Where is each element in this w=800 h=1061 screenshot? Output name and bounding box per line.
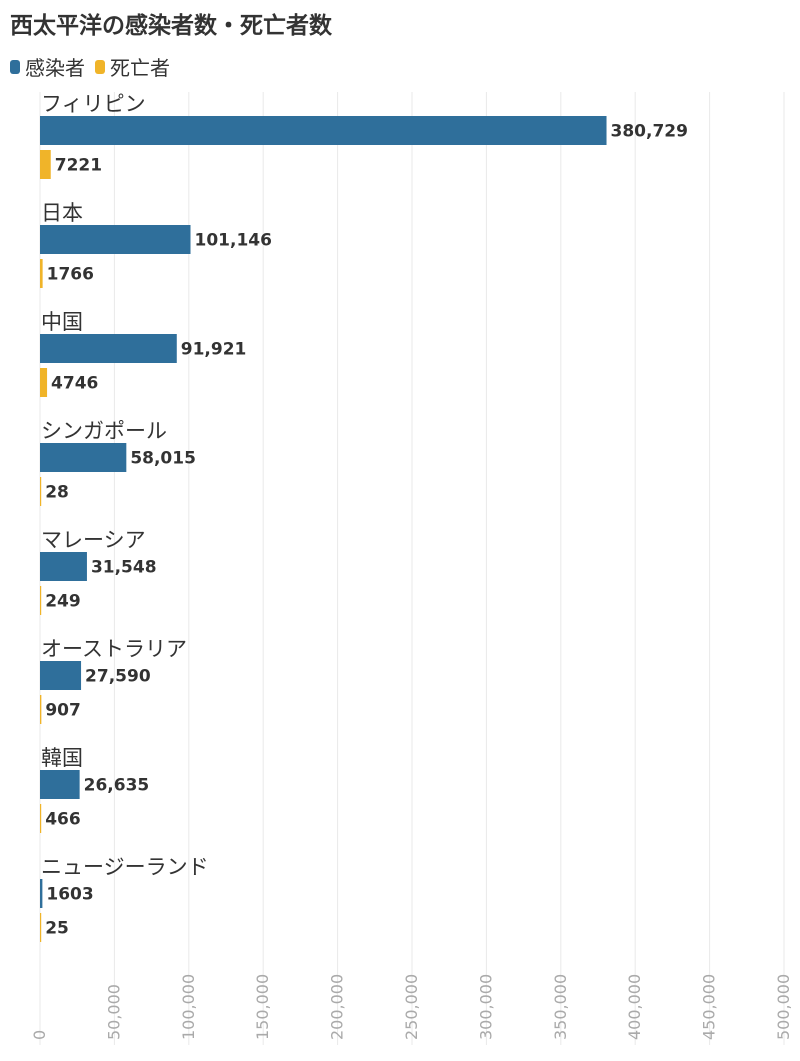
- category-label: フィリピン: [41, 92, 146, 116]
- bar-cases: [40, 116, 607, 145]
- bar-cases: [40, 661, 82, 690]
- legend-entry-deaths[interactable]: 死亡者: [95, 52, 170, 81]
- value-label-cases: 27,590: [85, 667, 151, 687]
- bar-deaths: [40, 804, 42, 833]
- category-label: 中国: [41, 310, 83, 334]
- value-label-cases: 1603: [46, 885, 93, 905]
- value-label-cases: 31,548: [91, 558, 157, 578]
- x-tick-label: 0: [30, 1030, 49, 1040]
- value-label-cases: 26,635: [84, 776, 150, 796]
- value-label-cases: 58,015: [130, 449, 196, 469]
- x-tick-label: 300,000: [476, 974, 495, 1040]
- value-label-deaths: 28: [45, 483, 69, 503]
- legend-swatch-deaths: [95, 59, 105, 74]
- value-label-cases: 101,146: [195, 231, 272, 251]
- x-axis: 0 50,000 100,000 150,000 200,000 250,000 300,0…: [30, 974, 793, 1040]
- x-tick-label: 100,000: [179, 974, 198, 1040]
- x-tick-label: 500,000: [774, 974, 793, 1040]
- x-tick-label: 200,000: [328, 974, 347, 1040]
- bar-cases: [40, 443, 127, 472]
- bar-cases: [40, 225, 191, 254]
- bar-cases: [40, 770, 80, 799]
- legend: 感染者 死亡者: [10, 52, 180, 81]
- value-label-deaths: 907: [45, 701, 81, 721]
- category-label: ニュージーランド: [41, 855, 209, 879]
- bar-deaths: [40, 913, 42, 942]
- x-tick-label: 450,000: [700, 974, 719, 1040]
- x-tick-label: 400,000: [625, 974, 644, 1040]
- bar-cases: [40, 552, 87, 581]
- value-label-deaths: 25: [45, 919, 69, 939]
- bar-deaths: [40, 477, 42, 506]
- bar-deaths: [40, 586, 42, 615]
- legend-label-deaths: 死亡者: [110, 56, 170, 80]
- legend-label-cases: 感染者: [25, 56, 85, 80]
- x-tick-label: 350,000: [551, 974, 570, 1040]
- value-label-deaths: 4746: [51, 374, 98, 394]
- bar-cases: [40, 879, 43, 908]
- category-label: オーストラリア: [41, 637, 187, 661]
- category-label: シンガポール: [41, 419, 167, 443]
- value-label-deaths: 1766: [47, 265, 94, 285]
- category-label: 日本: [41, 201, 83, 225]
- legend-entry-cases[interactable]: 感染者: [10, 52, 85, 81]
- category-label: 韓国: [41, 746, 83, 770]
- value-label-deaths: 249: [45, 592, 80, 612]
- value-label-cases: 91,921: [181, 340, 247, 360]
- bar-deaths: [40, 259, 43, 288]
- value-label-deaths: 466: [45, 810, 80, 830]
- bar-deaths: [40, 695, 42, 724]
- bar-layer: フィリピン 380,729 7221 日本 101,146 1766 中国 91,921 474…: [40, 92, 688, 942]
- legend-swatch-cases: [10, 59, 20, 74]
- x-tick-label: 150,000: [253, 974, 272, 1040]
- category-label: マレーシア: [41, 528, 146, 552]
- chart-title: 西太平洋の感染者数・死亡者数: [10, 13, 332, 39]
- bar-cases: [40, 334, 177, 363]
- bar-deaths: [40, 150, 51, 179]
- bar-deaths: [40, 368, 48, 397]
- x-tick-label: 50,000: [104, 984, 123, 1040]
- value-label-deaths: 7221: [55, 156, 102, 176]
- value-label-cases: 380,729: [611, 122, 688, 142]
- x-tick-label: 250,000: [402, 974, 421, 1040]
